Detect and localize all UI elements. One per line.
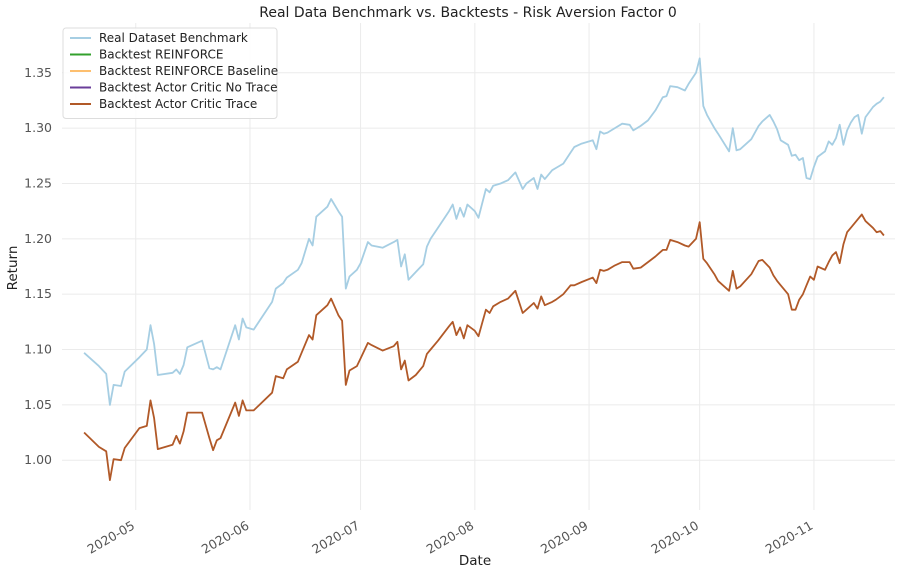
chart-title: Real Data Benchmark vs. Backtests - Risk… (259, 5, 676, 21)
y-axis-label: Return (5, 246, 21, 291)
legend-label: Backtest REINFORCE (99, 48, 223, 62)
legend-label: Backtest Actor Critic Trace (99, 97, 257, 111)
y-tick-label: 1.30 (24, 120, 52, 135)
y-tick-label: 1.25 (24, 175, 52, 190)
legend-label: Real Dataset Benchmark (99, 31, 248, 45)
y-tick-label: 1.20 (24, 231, 52, 246)
series-line-4 (83, 213, 885, 481)
legend-frame (62, 27, 278, 119)
y-tick-label: 1.35 (24, 65, 52, 80)
legend-label: Backtest REINFORCE Baseline (99, 64, 278, 78)
y-axis-ticks: 1.00 1.05 1.10 1.15 1.20 1.25 1.30 1.35 (24, 65, 52, 467)
series-layer (83, 57, 885, 481)
y-tick-label: 1.10 (24, 342, 52, 357)
legend-label: Backtest Actor Critic No Trace (99, 81, 277, 95)
legend: Real Dataset Benchmark Backtest REINFORCE… (62, 27, 278, 119)
y-tick-label: 1.05 (24, 397, 52, 412)
y-tick-label: 1.15 (24, 286, 52, 301)
series-line-0 (83, 57, 885, 406)
y-tick-label: 1.00 (24, 452, 52, 467)
x-axis-label: Date (459, 553, 491, 569)
